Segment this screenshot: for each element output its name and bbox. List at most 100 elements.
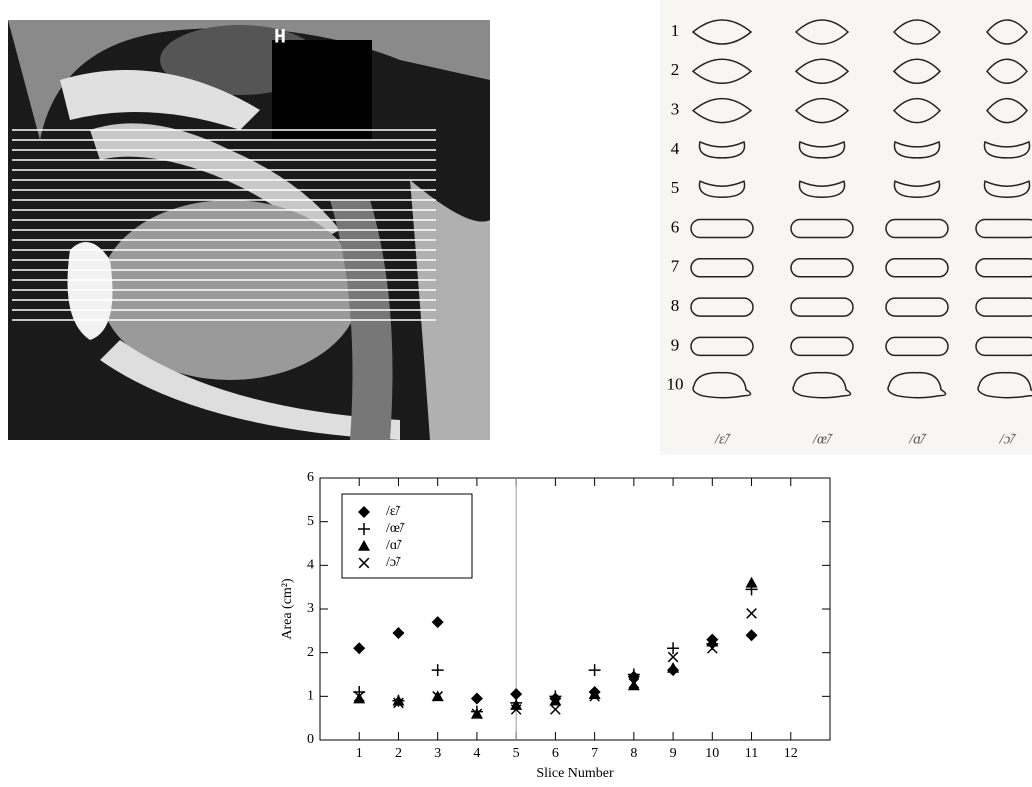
contour-shape xyxy=(798,140,846,159)
contour-shape xyxy=(975,258,1032,278)
y-tick-label: 2 xyxy=(307,645,314,660)
point xyxy=(471,708,483,720)
contour-shape xyxy=(892,58,942,85)
contour-shape xyxy=(986,97,1028,124)
legend-label: /ɔ̃/ xyxy=(386,555,401,570)
column-label: /œ̃/ xyxy=(812,431,833,447)
contour-shape xyxy=(986,19,1028,45)
contour-shape xyxy=(690,297,754,317)
contour-shape xyxy=(690,258,754,278)
contour-shape xyxy=(792,371,852,399)
point xyxy=(353,642,366,655)
row-label: 1 xyxy=(671,21,680,40)
point xyxy=(745,629,758,642)
contour-shape xyxy=(698,140,746,159)
contour-shape xyxy=(975,218,1032,239)
contour-panel xyxy=(660,0,1032,455)
column-label: /ɛ̃/ xyxy=(714,431,731,447)
point xyxy=(353,692,366,704)
point xyxy=(667,651,679,663)
contour-shape xyxy=(887,371,947,399)
x-tick-label: 6 xyxy=(552,746,559,761)
row-label: 5 xyxy=(671,178,680,197)
contour-shape xyxy=(893,140,941,159)
contour-shape xyxy=(794,58,850,85)
point xyxy=(627,668,640,681)
contour-shape xyxy=(986,58,1028,85)
point xyxy=(393,697,404,709)
contour-shape xyxy=(790,258,854,278)
contour-shape xyxy=(983,180,1031,198)
point xyxy=(627,679,640,691)
column-label: /ɑ̃/ xyxy=(908,431,927,447)
legend-marker xyxy=(358,523,370,535)
y-axis-label: Area (cm²) xyxy=(280,578,295,640)
contour-shape xyxy=(794,19,850,45)
point xyxy=(745,576,758,588)
contour-shape xyxy=(975,297,1032,317)
contour-shape xyxy=(977,371,1032,399)
y-tick-label: 4 xyxy=(307,558,314,573)
point xyxy=(706,642,718,654)
x-tick-label: 7 xyxy=(591,746,598,761)
contour-shape xyxy=(790,297,854,317)
point xyxy=(588,688,601,699)
contour-shape xyxy=(790,218,854,239)
point xyxy=(667,661,680,673)
x-tick-label: 2 xyxy=(395,746,402,761)
y-tick-label: 3 xyxy=(307,601,314,616)
column-label: /ɔ̃/ xyxy=(999,431,1017,447)
row-label: 2 xyxy=(671,60,680,79)
x-tick-label: 3 xyxy=(434,746,441,761)
point xyxy=(746,608,757,619)
contour-shape xyxy=(690,218,754,239)
contour-shape xyxy=(692,371,752,399)
contour-shape xyxy=(790,336,854,357)
point xyxy=(510,704,522,715)
mri-label: H xyxy=(274,26,286,49)
legend-marker xyxy=(358,506,370,518)
contour-shape xyxy=(885,258,949,278)
legend-label: /ɛ̃/ xyxy=(386,504,401,519)
row-label: 3 xyxy=(671,100,680,119)
contour-shape xyxy=(690,336,754,357)
contour-shape xyxy=(691,19,753,45)
point xyxy=(432,691,444,702)
x-tick-label: 8 xyxy=(630,746,637,761)
contour-shape xyxy=(698,180,746,198)
legend-marker xyxy=(358,557,370,569)
point xyxy=(667,642,680,655)
point xyxy=(706,635,719,647)
point xyxy=(392,627,405,640)
x-axis-label: Slice Number xyxy=(536,766,614,781)
contour-shape xyxy=(794,97,850,124)
point xyxy=(392,694,405,706)
point xyxy=(353,691,365,702)
contour-shape xyxy=(885,218,949,239)
row-label: 4 xyxy=(671,139,680,158)
y-tick-label: 0 xyxy=(307,732,314,747)
point xyxy=(588,664,601,677)
point xyxy=(549,694,562,706)
y-tick-label: 1 xyxy=(307,689,314,704)
point xyxy=(510,688,523,701)
y-tick-label: 5 xyxy=(307,514,314,529)
x-tick-label: 4 xyxy=(473,746,480,761)
legend-label: /ɑ̃/ xyxy=(386,538,402,553)
contour-shape xyxy=(885,336,949,357)
contour-shape xyxy=(975,336,1032,357)
point xyxy=(431,664,444,677)
legend-marker xyxy=(358,540,370,551)
point xyxy=(431,616,444,629)
point xyxy=(628,677,640,689)
point xyxy=(589,691,600,702)
row-label: 8 xyxy=(671,296,680,315)
point xyxy=(550,704,561,715)
contour-shape xyxy=(691,58,753,85)
point xyxy=(470,692,483,705)
contour-shape xyxy=(691,97,753,124)
x-tick-label: 12 xyxy=(784,746,798,761)
contour-shape xyxy=(892,19,942,45)
contour-shape xyxy=(798,180,846,198)
